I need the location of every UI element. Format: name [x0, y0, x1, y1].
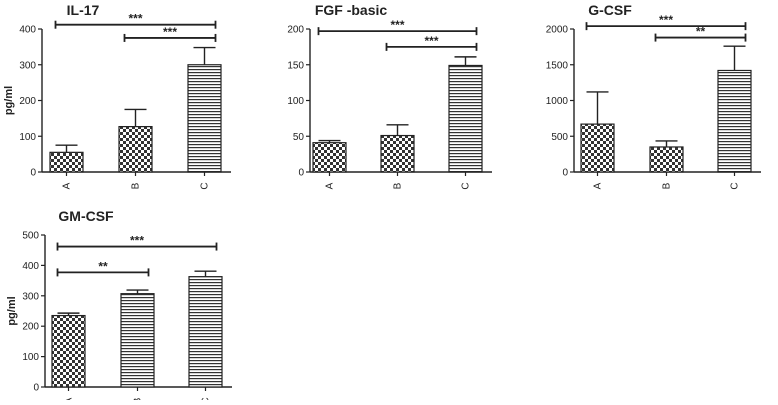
significance-label: ***: [659, 13, 673, 27]
significance-label: **: [98, 259, 108, 273]
y-tick-label: 100: [19, 132, 36, 143]
bar-A: [312, 142, 347, 173]
chart-title: IL-17: [67, 2, 100, 18]
y-tick-label: 0: [562, 168, 568, 179]
chart-title: FGF -basic: [315, 2, 388, 18]
chart-panel-2: FGF -basic 0 50 100 150 200 A B C *** ***: [287, 2, 492, 190]
bar-B: [118, 125, 153, 173]
bar-C: [448, 64, 483, 173]
chart-title: G-CSF: [588, 2, 632, 18]
bar-B: [649, 146, 684, 173]
y-tick-label: 100: [22, 352, 39, 363]
x-tick-label: B: [662, 182, 673, 189]
y-tick-label: 200: [22, 322, 39, 333]
y-tick-label: 400: [22, 261, 39, 272]
y-tick-label: 50: [293, 132, 305, 143]
y-tick-label: 1000: [546, 96, 569, 107]
y-tick-label: 0: [298, 168, 304, 179]
x-tick-label: C: [200, 182, 211, 189]
y-tick-label: 150: [287, 60, 304, 71]
y-tick-label: 500: [22, 231, 39, 242]
bar-C: [187, 64, 222, 173]
y-tick-label: 500: [551, 132, 568, 143]
x-tick-label: A: [325, 182, 336, 189]
y-tick-label: 300: [19, 60, 36, 71]
y-tick-label: 2000: [546, 25, 569, 36]
x-tick-label: A: [593, 182, 604, 189]
y-tick-label: 200: [287, 25, 304, 36]
y-axis-label: pg/ml: [6, 296, 18, 325]
y-axis-label: pg/ml: [3, 86, 15, 115]
bar-A: [580, 123, 615, 173]
y-tick-label: 200: [19, 96, 36, 107]
y-tick-label: 0: [33, 383, 39, 394]
significance-label: ***: [390, 18, 404, 32]
y-tick-label: 300: [22, 291, 39, 302]
bar-A: [49, 151, 84, 173]
x-tick-label: C: [461, 182, 472, 189]
x-tick-label: B: [393, 182, 404, 189]
chart-title: GM-CSF: [58, 208, 114, 224]
bar-C: [717, 69, 752, 173]
x-tick-label: A: [62, 182, 73, 189]
bar-B: [380, 134, 415, 173]
bar-C: [188, 276, 223, 388]
y-tick-label: 400: [19, 25, 36, 36]
x-tick-label: B: [131, 182, 142, 189]
significance-label: **: [696, 25, 706, 39]
bar-A: [51, 314, 86, 388]
chart-panel-1: IL-17 pg/ml 0 100 200 300 400 A B C *** ***: [3, 2, 231, 190]
y-tick-label: 100: [287, 96, 304, 107]
significance-label: ***: [130, 234, 144, 248]
significance-label: ***: [128, 12, 142, 26]
significance-label: ***: [424, 34, 438, 48]
x-tick-label: C: [730, 182, 741, 189]
y-tick-label: 0: [30, 168, 36, 179]
significance-label: ***: [163, 25, 177, 39]
y-tick-label: 1500: [546, 60, 569, 71]
bar-B: [120, 293, 155, 388]
